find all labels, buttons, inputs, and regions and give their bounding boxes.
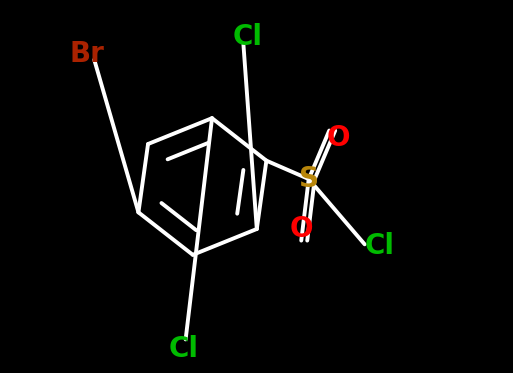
Text: O: O [327, 124, 350, 152]
Text: Cl: Cl [365, 232, 394, 260]
Text: Cl: Cl [232, 23, 262, 51]
Text: O: O [289, 215, 313, 244]
Text: Cl: Cl [169, 335, 199, 363]
Text: Br: Br [69, 40, 104, 68]
Text: S: S [299, 165, 319, 193]
